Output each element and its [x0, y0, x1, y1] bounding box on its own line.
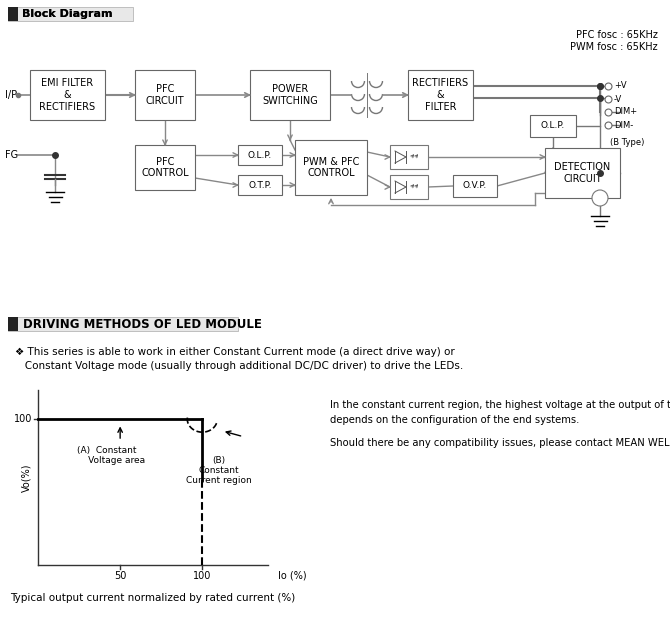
Text: Io (%): Io (%) [278, 570, 307, 580]
Text: O.T.P.: O.T.P. [249, 181, 272, 190]
Bar [390, 175, 428, 199]
Circle shape [592, 190, 608, 206]
Text: PFC fosc : 65KHz
PWM fosc : 65KHz: PFC fosc : 65KHz PWM fosc : 65KHz [570, 30, 658, 51]
Bar [250, 70, 330, 120]
Bar [295, 140, 367, 195]
Bar [135, 70, 195, 120]
Bar [8, 317, 238, 331]
Text: (A)  Constant
       Voltage area: (A) Constant Voltage area [68, 446, 145, 465]
Text: DRIVING METHODS OF LED MODULE: DRIVING METHODS OF LED MODULE [23, 317, 262, 331]
Bar [408, 70, 473, 120]
Text: Should there be any compatibility issues, please contact MEAN WELL.: Should there be any compatibility issues… [330, 438, 670, 448]
Text: PFC
CIRCUIT: PFC CIRCUIT [145, 84, 184, 106]
Text: Block Diagram: Block Diagram [22, 9, 113, 19]
Bar [30, 70, 105, 120]
Text: -V: -V [614, 94, 622, 103]
Bar [238, 175, 282, 195]
Text: Vo(%): Vo(%) [21, 463, 31, 492]
Bar [8, 7, 18, 21]
Text: +V: +V [614, 81, 626, 90]
Text: 50: 50 [114, 571, 127, 581]
Bar [135, 145, 195, 190]
Text: I/P: I/P [5, 90, 17, 100]
Bar [8, 7, 18, 21]
Text: Constant Voltage mode (usually through additional DC/DC driver) to drive the LED: Constant Voltage mode (usually through a… [15, 361, 463, 371]
Text: DIM+: DIM+ [614, 108, 637, 117]
Text: depends on the configuration of the end systems.: depends on the configuration of the end … [330, 415, 580, 425]
Text: (B)
Constant
Current region: (B) Constant Current region [186, 456, 252, 485]
Bar [8, 317, 18, 331]
Text: FG: FG [5, 150, 18, 160]
Bar [390, 145, 428, 169]
Text: 100: 100 [13, 414, 32, 424]
Text: In the constant current region, the highest voltage at the output of the driver: In the constant current region, the high… [330, 400, 670, 410]
Text: POWER
SWITCHING: POWER SWITCHING [262, 84, 318, 106]
Text: DETECTION
CIRCUIT: DETECTION CIRCUIT [554, 162, 610, 184]
Text: RECTIFIERS
&
FILTER: RECTIFIERS & FILTER [413, 78, 468, 112]
Text: 100: 100 [193, 571, 212, 581]
Text: PFC
CONTROL: PFC CONTROL [141, 156, 189, 178]
Text: DIM-: DIM- [614, 121, 633, 129]
Text: Block Diagram: Block Diagram [22, 9, 113, 19]
Bar [453, 175, 497, 197]
Text: EMI FILTER
&
RECTIFIERS: EMI FILTER & RECTIFIERS [40, 78, 96, 112]
Text: PWM & PFC
CONTROL: PWM & PFC CONTROL [303, 156, 359, 178]
Text: O.L.P.: O.L.P. [541, 122, 565, 131]
Text: (B Type): (B Type) [610, 138, 645, 147]
Bar [8, 7, 133, 21]
Text: ❖ This series is able to work in either Constant Current mode (a direct drive wa: ❖ This series is able to work in either … [15, 347, 455, 357]
Bar [238, 145, 282, 165]
Text: O.V.P.: O.V.P. [463, 181, 487, 190]
Bar [545, 148, 620, 198]
Bar [8, 317, 18, 331]
Bar [530, 115, 576, 137]
Text: Typical output current normalized by rated current (%): Typical output current normalized by rat… [10, 593, 295, 603]
Text: O.L.P.: O.L.P. [248, 151, 272, 160]
